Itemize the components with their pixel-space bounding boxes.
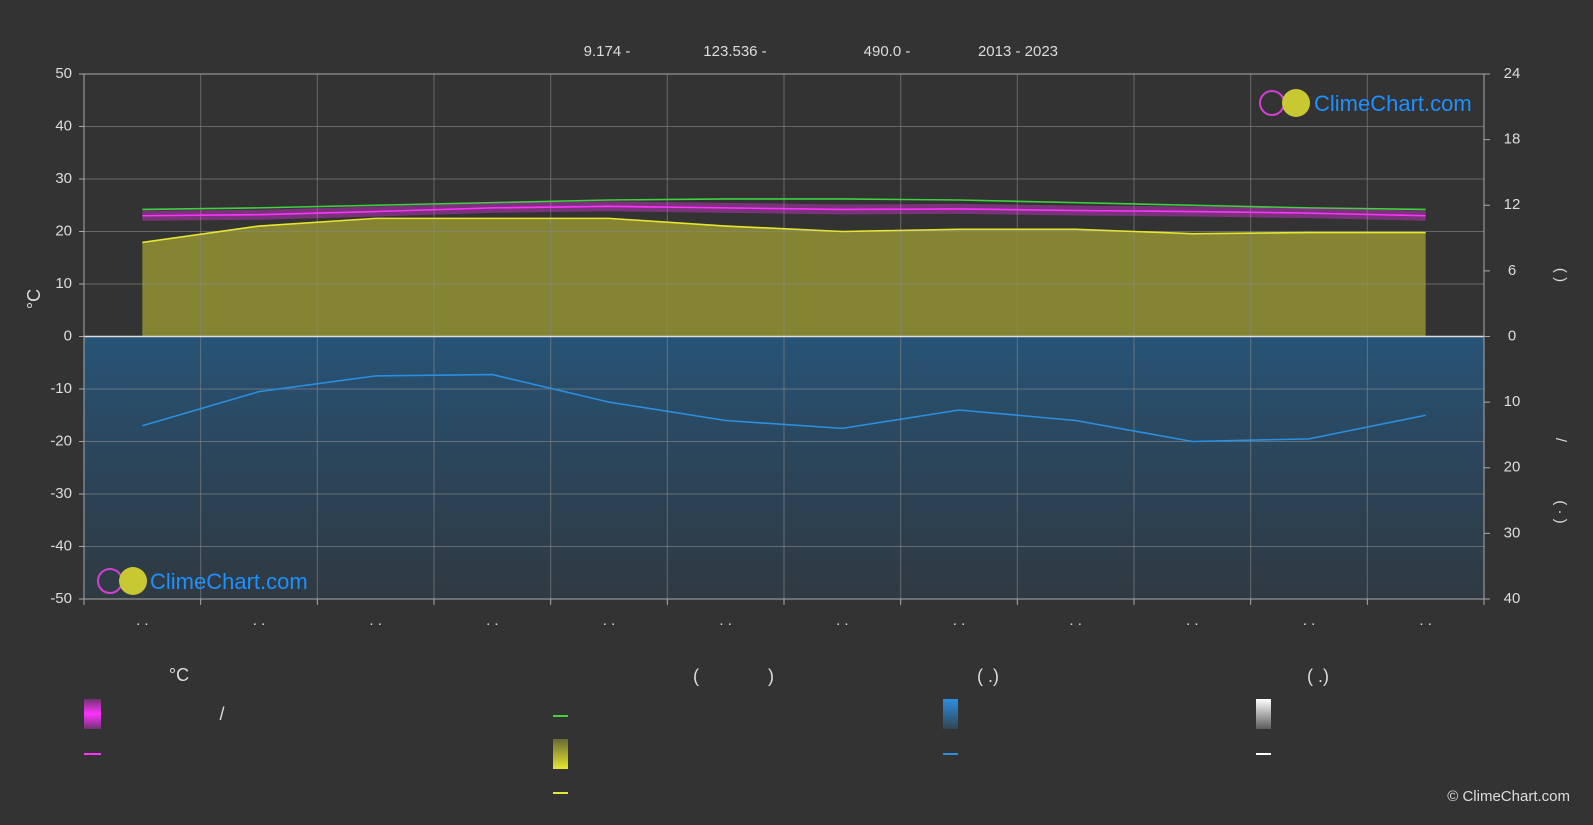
legend-swatch [84,699,101,729]
plot-area: 50 40 30 20 10 0 -10 -20 -30 -40 -50 0 6 12 18 24 10 20 30… [50,65,1520,629]
y-tick-label: 40 [55,117,72,134]
y-tick-label: 20 [55,222,72,239]
y-tick-label: -30 [50,485,72,502]
y2-tick-label: 24 [1504,65,1521,82]
y-tick-label: 50 [55,65,72,82]
series-line [142,205,1426,217]
copyright: © ClimeChart.com [1447,788,1570,805]
legend-swatch [1256,699,1271,729]
legend-header: °C [169,665,189,685]
logo: ClimeChart.com [1259,89,1472,117]
logo: ClimeChart.com [97,567,308,595]
y2-tick-label: 18 [1504,131,1521,148]
y2-tick-label: 0 [1508,327,1516,344]
y3-tick-label: 10 [1504,393,1521,410]
legend-text: / [219,704,224,724]
y-axis-label: °C [24,289,44,309]
x-tick-label: . . [836,612,849,629]
x-tick-label: . . [369,612,382,629]
x-tick-label: . . [603,612,616,629]
y3-axis-label: / [1552,438,1569,443]
x-tick-label: . . [253,612,266,629]
header-elevation: 490.0 - [864,43,911,60]
x-tick-label: . . [719,612,732,629]
legend-swatch [553,739,568,769]
x-tick-label: . . [1419,612,1432,629]
y3-tick-label: 20 [1504,459,1521,476]
legend-header: ( [693,666,699,686]
y-tick-label: -10 [50,380,72,397]
legend-header: ( .) [977,666,999,686]
x-tick-label: . . [1303,612,1316,629]
header-latitude: 9.174 - [584,43,631,60]
legend-header: ( .) [1307,666,1329,686]
y-tick-label: -40 [50,537,72,554]
y3-tick-label: 30 [1504,524,1521,541]
x-tick-label: . . [486,612,499,629]
plot-frame [83,73,1485,600]
y3-tick-label: 40 [1504,590,1521,607]
series-line [142,217,1426,244]
y2-axis-label: ( ) [1552,268,1569,282]
y3-axis-label: ( · ) [1552,500,1569,523]
x-tick-label: . . [1069,612,1082,629]
y-tick-label: -20 [50,432,72,449]
watermark: ClimeChart.com [1314,91,1472,116]
header-years: 2013 - 2023 [978,43,1058,60]
header-longitude: 123.536 - [703,43,766,60]
legend-header: ) [768,666,774,686]
watermark: ClimeChart.com [150,569,308,594]
y-tick-label: 30 [55,170,72,187]
y2-tick-label: 12 [1504,196,1521,213]
series-line [142,198,1426,211]
series-line [142,373,1426,443]
legend-swatch [943,699,958,729]
y-tick-label: 10 [55,275,72,292]
x-tick-label: . . [136,612,149,629]
x-tick-label: . . [1186,612,1199,629]
x-tick-label: . . [953,612,966,629]
y2-tick-label: 6 [1508,262,1516,279]
y-tick-label: -50 [50,590,72,607]
y-tick-label: 0 [64,327,72,344]
